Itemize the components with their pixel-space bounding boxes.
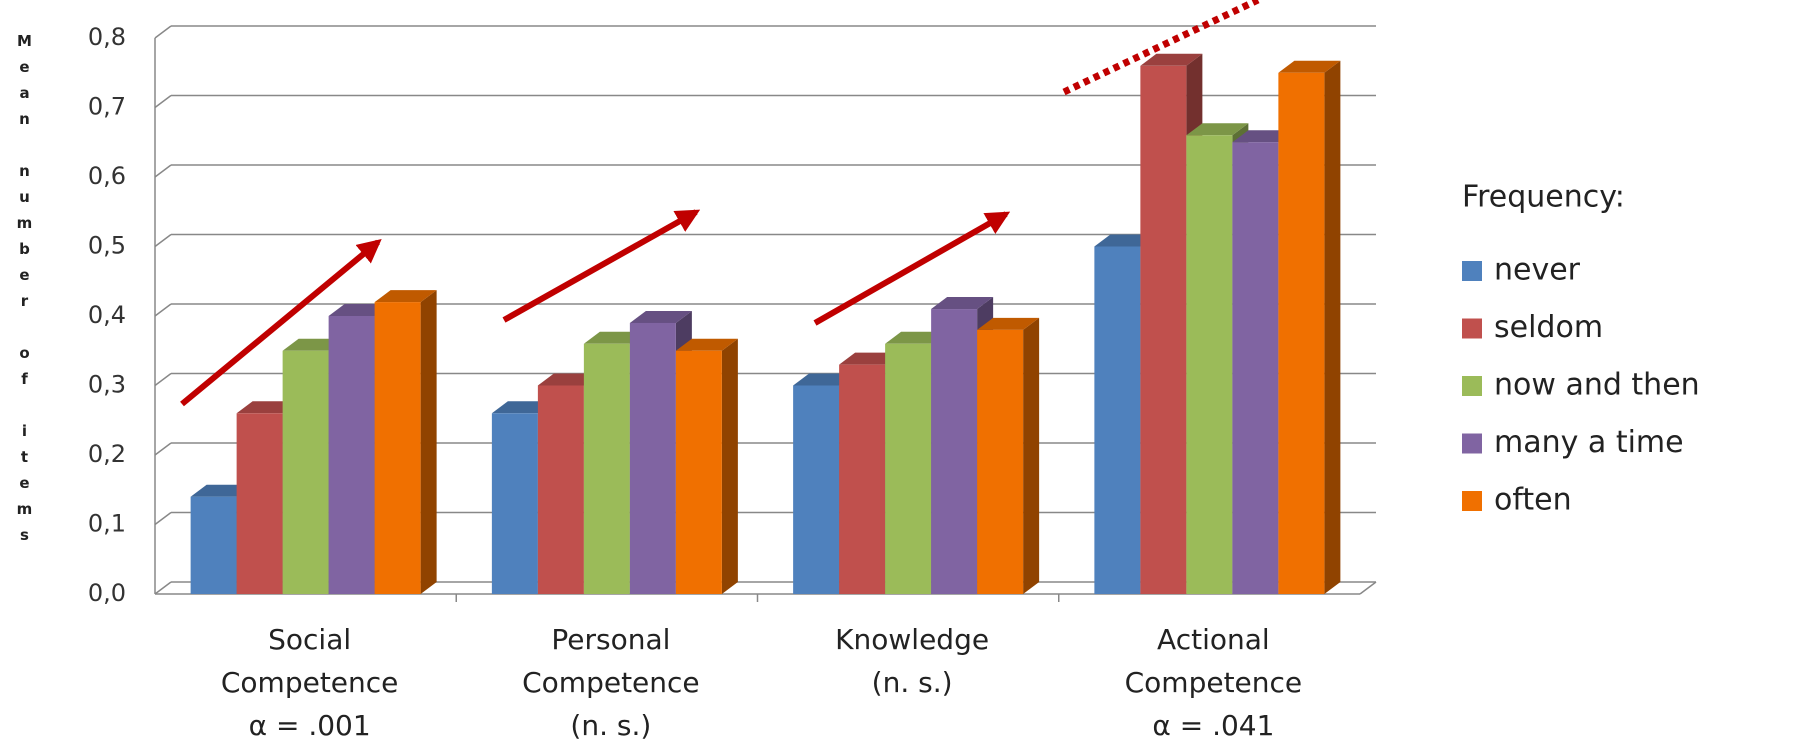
arrow xyxy=(813,211,1011,326)
floor-edge xyxy=(1359,581,1377,595)
bar xyxy=(583,343,630,594)
x-tick-label: Actional xyxy=(1157,623,1270,656)
grid-line-side xyxy=(154,581,172,595)
bar-side xyxy=(1324,60,1341,594)
legend-swatch xyxy=(1462,318,1482,339)
bar xyxy=(491,413,538,594)
bar-top xyxy=(931,297,994,310)
legend-swatch xyxy=(1462,376,1482,396)
bar xyxy=(537,385,584,594)
x-tick-label: Social xyxy=(268,623,351,656)
bar-top xyxy=(977,317,1040,330)
grid-line-side xyxy=(154,164,172,178)
bar xyxy=(977,329,1024,594)
bar xyxy=(190,496,237,594)
bar xyxy=(931,309,978,594)
annotation-arrows xyxy=(180,0,1260,407)
bar xyxy=(1140,65,1187,595)
bar xyxy=(793,385,840,594)
legend-swatch xyxy=(1462,433,1482,454)
bar-top xyxy=(675,338,738,351)
bar xyxy=(1278,72,1325,594)
y-tick-label: 0,2 xyxy=(88,440,126,468)
x-tick-label: α = .001 xyxy=(249,709,371,740)
bar xyxy=(675,350,722,594)
x-tick-label: (n. s.) xyxy=(872,666,953,699)
x-tick-label: α = .041 xyxy=(1152,709,1274,740)
bar-top xyxy=(629,310,692,323)
grid-line-side xyxy=(154,442,172,456)
grid-line-side xyxy=(154,372,172,387)
bar xyxy=(1232,142,1279,594)
arrow xyxy=(502,209,701,323)
bar-top xyxy=(374,290,437,303)
bar xyxy=(374,302,421,594)
x-tick-label: Competence xyxy=(1125,666,1303,699)
legend-swatch xyxy=(1462,261,1482,281)
grid-line-side xyxy=(154,25,172,39)
grid-line-side xyxy=(154,511,172,526)
bar xyxy=(629,322,676,594)
bar xyxy=(1186,135,1233,595)
x-tick-label: Competence xyxy=(221,666,399,699)
bar-top xyxy=(1278,60,1341,73)
y-tick-label: 0,7 xyxy=(88,93,126,121)
y-tick-label: 0,0 xyxy=(88,579,126,607)
legend-swatch xyxy=(1462,491,1482,511)
legend-title: Frequency: xyxy=(1462,180,1625,215)
bar xyxy=(282,350,329,594)
legend-label: often xyxy=(1494,483,1572,518)
bar xyxy=(328,316,375,594)
y-tick-label: 0,4 xyxy=(88,301,126,329)
dotted-arrow xyxy=(1062,0,1260,96)
bar-top xyxy=(1186,123,1249,136)
y-tick-label: 0,6 xyxy=(88,162,126,190)
y-tick-label: 0,5 xyxy=(88,232,126,260)
y-tick-label: 0,8 xyxy=(88,23,126,51)
legend-label: seldom xyxy=(1494,310,1603,345)
bar xyxy=(839,364,886,594)
x-tick-label: Competence xyxy=(522,666,700,699)
bar xyxy=(1094,246,1141,594)
bar-side xyxy=(1023,317,1040,594)
grid-line-side xyxy=(154,233,172,248)
grid-line-side xyxy=(154,303,172,317)
bar-side xyxy=(721,338,738,594)
legend-label: never xyxy=(1494,253,1581,288)
bar-side xyxy=(420,290,437,594)
legend-label: many a time xyxy=(1494,425,1684,460)
legend-label: now and then xyxy=(1494,368,1700,403)
x-tick-label: Personal xyxy=(551,623,670,656)
arrow xyxy=(180,238,382,407)
x-tick-label: (n. s.) xyxy=(570,709,651,740)
y-tick-label: 0,3 xyxy=(88,371,126,399)
bar xyxy=(885,343,932,594)
bar xyxy=(236,413,283,594)
y-axis-label: Mean number of items xyxy=(16,32,34,552)
y-tick-label: 0,1 xyxy=(88,510,126,538)
grid-line-side xyxy=(154,94,172,109)
x-tick-label: Knowledge xyxy=(835,623,989,656)
bar-top xyxy=(1140,53,1203,66)
